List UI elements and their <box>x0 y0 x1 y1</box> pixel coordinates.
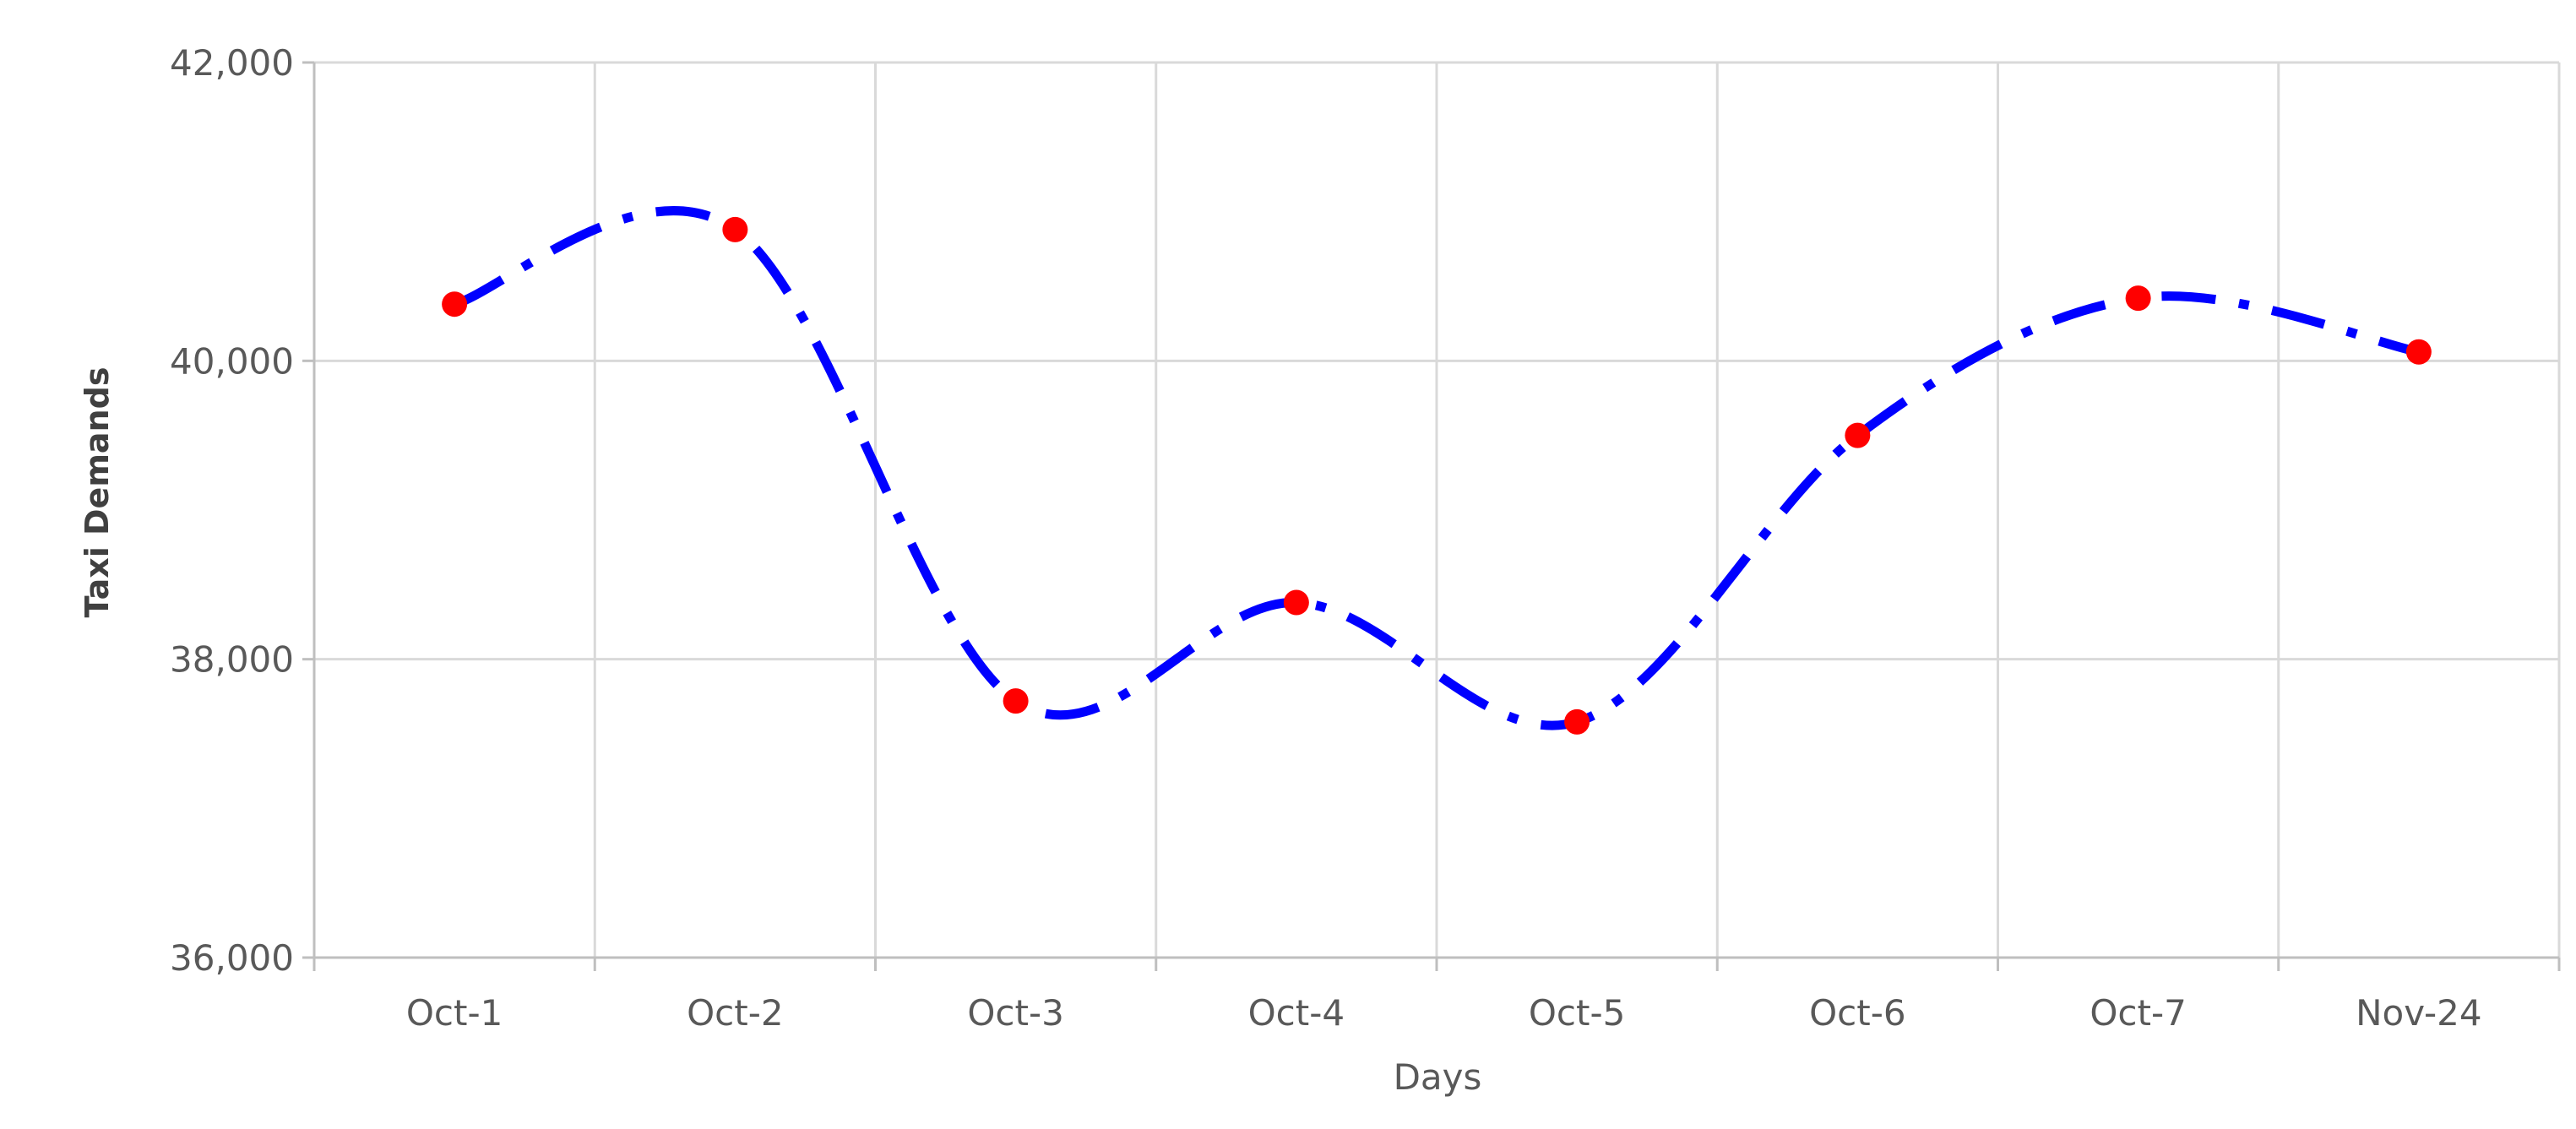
y-tick-label: 38,000 <box>170 639 294 681</box>
x-axis-title: Days <box>1394 1056 1482 1098</box>
x-tick-label: Oct-3 <box>967 992 1064 1034</box>
x-tick-label: Oct-4 <box>1248 992 1345 1034</box>
data-point-marker <box>1845 422 1871 448</box>
data-markers <box>442 216 2432 735</box>
x-tick-label: Oct-6 <box>1809 992 1906 1034</box>
series-line <box>453 206 2420 730</box>
data-point-marker <box>2125 285 2151 312</box>
x-tick-label: Oct-1 <box>406 992 503 1034</box>
x-tick-label: Oct-2 <box>687 992 784 1034</box>
data-point-marker <box>1003 688 1029 714</box>
series-lines <box>453 206 2420 730</box>
x-tick-label: Oct-7 <box>2090 992 2187 1034</box>
data-point-marker <box>2405 339 2432 365</box>
tick-labels: 36,000 38,000 40,000 42,000 Oct-1 Oct-2 Oct-3 O… <box>170 42 2482 1034</box>
data-point-marker <box>1564 708 1590 735</box>
gridlines <box>314 61 2561 958</box>
x-tick-label: Nov-24 <box>2356 992 2481 1034</box>
axes <box>302 61 2561 971</box>
y-tick-label: 42,000 <box>170 42 294 84</box>
y-tick-label: 36,000 <box>170 937 294 979</box>
x-tick-label: Oct-5 <box>1529 992 1626 1034</box>
data-point-marker <box>1283 589 1309 616</box>
data-point-marker <box>442 291 468 318</box>
y-axis-title: Taxi Demands <box>79 367 116 618</box>
y-tick-label: 40,000 <box>170 340 294 382</box>
data-point-marker <box>722 216 748 242</box>
